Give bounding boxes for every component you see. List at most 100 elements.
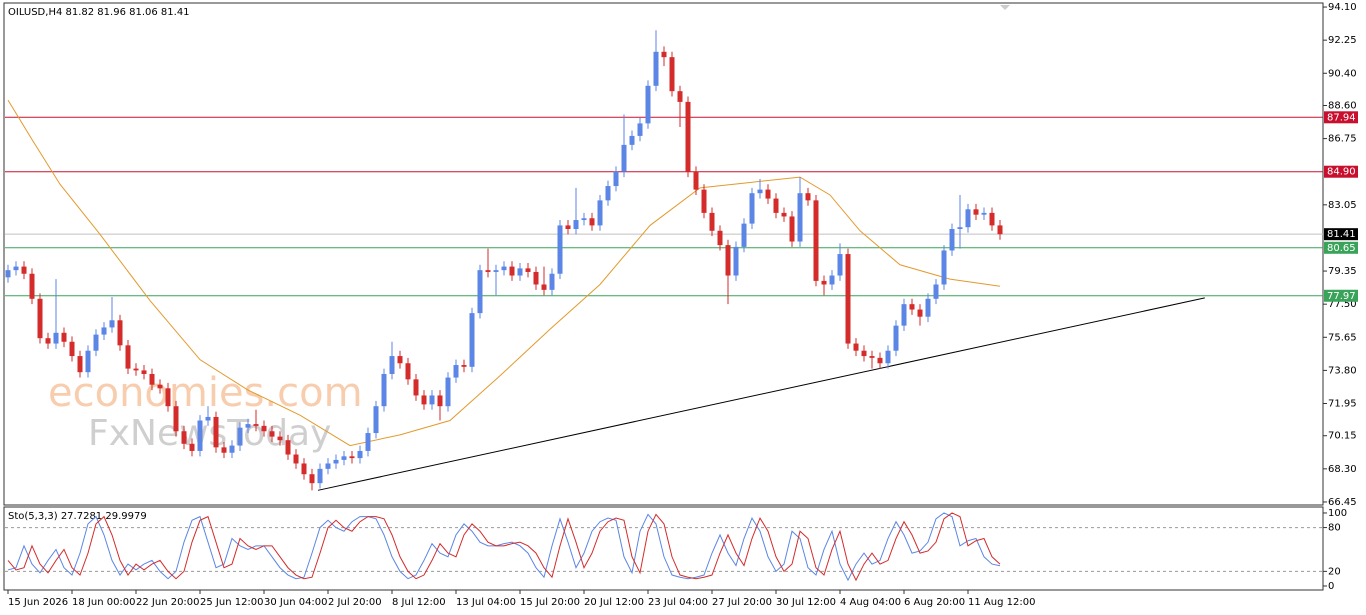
candle-body bbox=[421, 395, 427, 405]
candle-body bbox=[445, 377, 451, 407]
candle-body bbox=[29, 273, 35, 299]
candle-body bbox=[45, 338, 51, 344]
candle-body bbox=[757, 189, 763, 194]
candle-body bbox=[469, 313, 475, 367]
level-tag bbox=[1324, 165, 1358, 178]
candle-body bbox=[629, 135, 635, 145]
candle-body bbox=[717, 230, 723, 246]
y-tick-label: 70.15 bbox=[1328, 431, 1357, 442]
candle-body bbox=[293, 454, 299, 464]
candle-body bbox=[653, 51, 659, 86]
candle-body bbox=[901, 304, 907, 326]
candle-body bbox=[157, 384, 163, 389]
level-tag bbox=[1324, 241, 1358, 254]
candle-body bbox=[861, 350, 867, 357]
y-tick-label: 94.10 bbox=[1328, 2, 1357, 13]
candle-body bbox=[165, 388, 171, 407]
candle-body bbox=[509, 266, 515, 276]
candle-body bbox=[229, 445, 235, 453]
watermark: economies.com bbox=[48, 370, 363, 416]
candle-body bbox=[117, 320, 123, 346]
candle-body bbox=[981, 212, 987, 215]
level-label: 87.94 bbox=[1327, 112, 1356, 123]
candle-body bbox=[149, 373, 155, 385]
level-label: 80.65 bbox=[1327, 243, 1356, 254]
y-tick-label: 71.95 bbox=[1328, 399, 1357, 410]
candle-body bbox=[85, 350, 91, 373]
candle-body bbox=[661, 51, 667, 58]
candle-body bbox=[589, 218, 595, 226]
candle-body bbox=[525, 268, 531, 272]
candle-body bbox=[701, 189, 707, 213]
candle-body bbox=[453, 365, 459, 378]
candle-body bbox=[429, 395, 435, 405]
candle-body bbox=[917, 309, 923, 317]
candle-body bbox=[381, 373, 387, 407]
candle-body bbox=[685, 101, 691, 172]
candle-body bbox=[973, 209, 979, 215]
candle-body bbox=[181, 431, 187, 444]
x-tick-label: 2 Jul 20:00 bbox=[328, 597, 382, 608]
candle-body bbox=[285, 440, 291, 455]
x-tick-label: 18 Jun 00:00 bbox=[72, 597, 136, 608]
candle-body bbox=[965, 209, 971, 228]
candle-body bbox=[5, 270, 11, 278]
candle-body bbox=[669, 57, 675, 92]
candle-body bbox=[413, 379, 419, 396]
candle-body bbox=[645, 85, 651, 124]
y-tick-label: 80 bbox=[1328, 523, 1341, 534]
candle-body bbox=[37, 298, 43, 339]
candle-body bbox=[365, 433, 371, 451]
candle-body bbox=[621, 144, 627, 172]
level-label: 81.41 bbox=[1327, 229, 1356, 240]
candle-body bbox=[221, 447, 227, 453]
x-tick-label: 30 Jun 04:00 bbox=[264, 597, 328, 608]
x-tick-label: 4 Aug 04:00 bbox=[840, 597, 901, 608]
candle-body bbox=[805, 193, 811, 201]
y-tick-label: 90.40 bbox=[1328, 68, 1357, 79]
x-tick-label: 23 Jul 04:00 bbox=[648, 597, 708, 608]
candle-body bbox=[605, 186, 611, 201]
candle-body bbox=[749, 193, 755, 224]
candle-body bbox=[741, 223, 747, 247]
y-tick-label: 77.50 bbox=[1328, 299, 1357, 310]
candle-body bbox=[885, 350, 891, 364]
y-tick-label: 100 bbox=[1328, 508, 1347, 519]
candle-body bbox=[477, 270, 483, 314]
candle-body bbox=[197, 420, 203, 451]
candle-body bbox=[949, 228, 955, 251]
chart-title: OILUSD,H4 81.82 81.96 81.06 81.41 bbox=[8, 7, 190, 18]
x-tick-label: 6 Aug 20:00 bbox=[904, 597, 965, 608]
x-tick-label: 20 Jul 12:00 bbox=[584, 597, 644, 608]
candle-body bbox=[253, 424, 259, 426]
candle-body bbox=[357, 450, 363, 459]
candle-body bbox=[997, 225, 1003, 235]
candle-body bbox=[101, 327, 107, 335]
candle-body bbox=[341, 456, 347, 460]
y-tick-label: 83.05 bbox=[1328, 200, 1357, 211]
candle-body bbox=[317, 468, 323, 484]
candle-body bbox=[613, 171, 619, 187]
shift-marker bbox=[1000, 5, 1010, 10]
candle-body bbox=[77, 356, 83, 373]
oscillator-line bbox=[7, 512, 1001, 582]
y-tick-label: 92.25 bbox=[1328, 35, 1357, 46]
candle-body bbox=[797, 193, 803, 242]
candle-body bbox=[549, 273, 555, 290]
candle-body bbox=[277, 436, 283, 441]
candle-body bbox=[565, 225, 571, 229]
candle-body bbox=[69, 341, 75, 357]
candle-body bbox=[541, 284, 547, 290]
x-tick-label: 15 Jun 2026 bbox=[8, 597, 68, 608]
candle-body bbox=[269, 431, 275, 437]
candle-body bbox=[877, 357, 883, 364]
level-tag bbox=[1324, 111, 1358, 124]
candle-body bbox=[21, 266, 27, 274]
candle-body bbox=[333, 459, 339, 464]
candle-body bbox=[53, 332, 59, 344]
candle-body bbox=[109, 320, 115, 328]
candle-body bbox=[437, 395, 443, 407]
candle-body bbox=[93, 334, 99, 351]
candle-body bbox=[709, 212, 715, 231]
candle-body bbox=[533, 271, 539, 285]
